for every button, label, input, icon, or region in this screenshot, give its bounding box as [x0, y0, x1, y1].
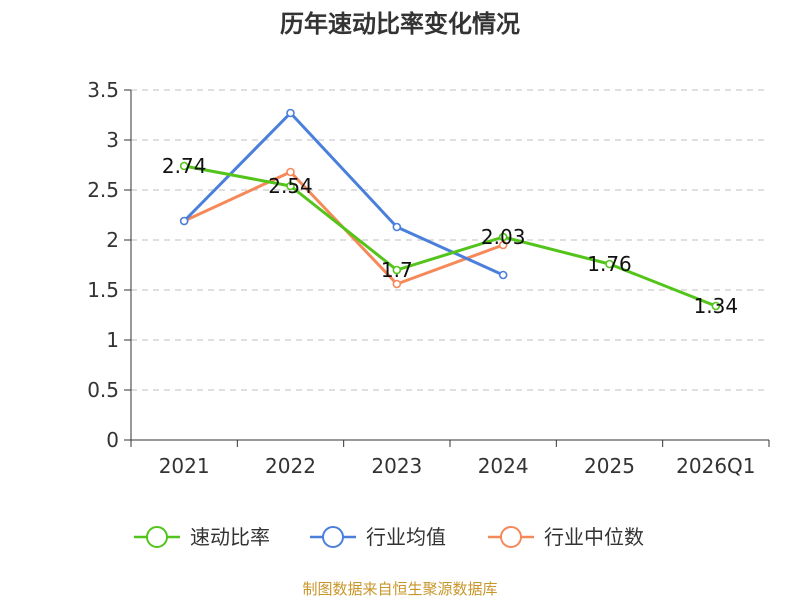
y-axis-ticks: 0 0.5 1 1.5 2 2.5 3 3.5 [87, 78, 119, 452]
data-point [179, 161, 189, 171]
legend-swatch-marker [500, 526, 522, 548]
data-point [286, 181, 295, 191]
y-tick-label: 0 [106, 428, 119, 452]
y-tick-label: 1 [106, 328, 119, 352]
data-label: 1.34 [694, 294, 739, 318]
data-point [392, 279, 402, 289]
data-point [286, 108, 295, 118]
data-label: 2.54 [268, 174, 313, 198]
y-tick-label: 3.5 [87, 78, 119, 102]
legend-label: 行业中位数 [544, 525, 644, 549]
data-point [498, 232, 508, 242]
data-label: 2.74 [162, 154, 207, 178]
data-label: 2.03 [481, 225, 526, 249]
legend-item-2[interactable]: 行业中位数 [488, 525, 644, 549]
x-tick-label: 2025 [584, 454, 635, 478]
data-point [392, 222, 402, 232]
legend-item-0[interactable]: 速动比率 [134, 525, 270, 549]
x-tick-label: 2023 [371, 454, 422, 478]
data-point [498, 240, 508, 250]
axes [124, 89, 770, 447]
data-point [711, 301, 721, 311]
data-label: 1.7 [381, 258, 413, 282]
legend[interactable]: 速动比率 行业均值 行业中位数 [134, 525, 644, 549]
x-tick-label: 2021 [159, 454, 210, 478]
data-label: 1.76 [587, 252, 632, 276]
y-tick-label: 2 [106, 228, 119, 252]
y-tick-label: 1.5 [87, 278, 119, 302]
data-point [392, 265, 402, 275]
legend-label: 行业均值 [366, 525, 446, 549]
legend-swatch-marker [146, 526, 168, 548]
x-tick-label: 2026Q1 [676, 454, 755, 478]
y-tick-label: 0.5 [87, 378, 119, 402]
legend-swatch-marker [322, 526, 344, 548]
grid [131, 89, 769, 391]
legend-item-1[interactable]: 行业均值 [310, 525, 446, 549]
x-axis-ticks: 2021 2022 2023 2024 2025 2026Q1 [159, 454, 756, 478]
series-line-1 [183, 111, 504, 277]
data-labels: 2.74 2.54 1.7 2.03 1.76 1.34 [162, 154, 738, 318]
y-tick-label: 3 [106, 128, 119, 152]
data-point [179, 216, 189, 226]
series-line-0 [183, 164, 717, 308]
series-group [179, 108, 721, 311]
data-point [605, 259, 614, 269]
x-tick-label: 2024 [478, 454, 529, 478]
chart-title: 历年速动比率变化情况 [280, 10, 520, 38]
source-note: 制图数据来自恒生聚源数据库 [302, 580, 497, 598]
x-tick-label: 2022 [265, 454, 316, 478]
y-tick-label: 2.5 [87, 178, 119, 202]
data-point [286, 167, 295, 177]
data-point [498, 270, 508, 280]
legend-label: 速动比率 [190, 525, 270, 549]
